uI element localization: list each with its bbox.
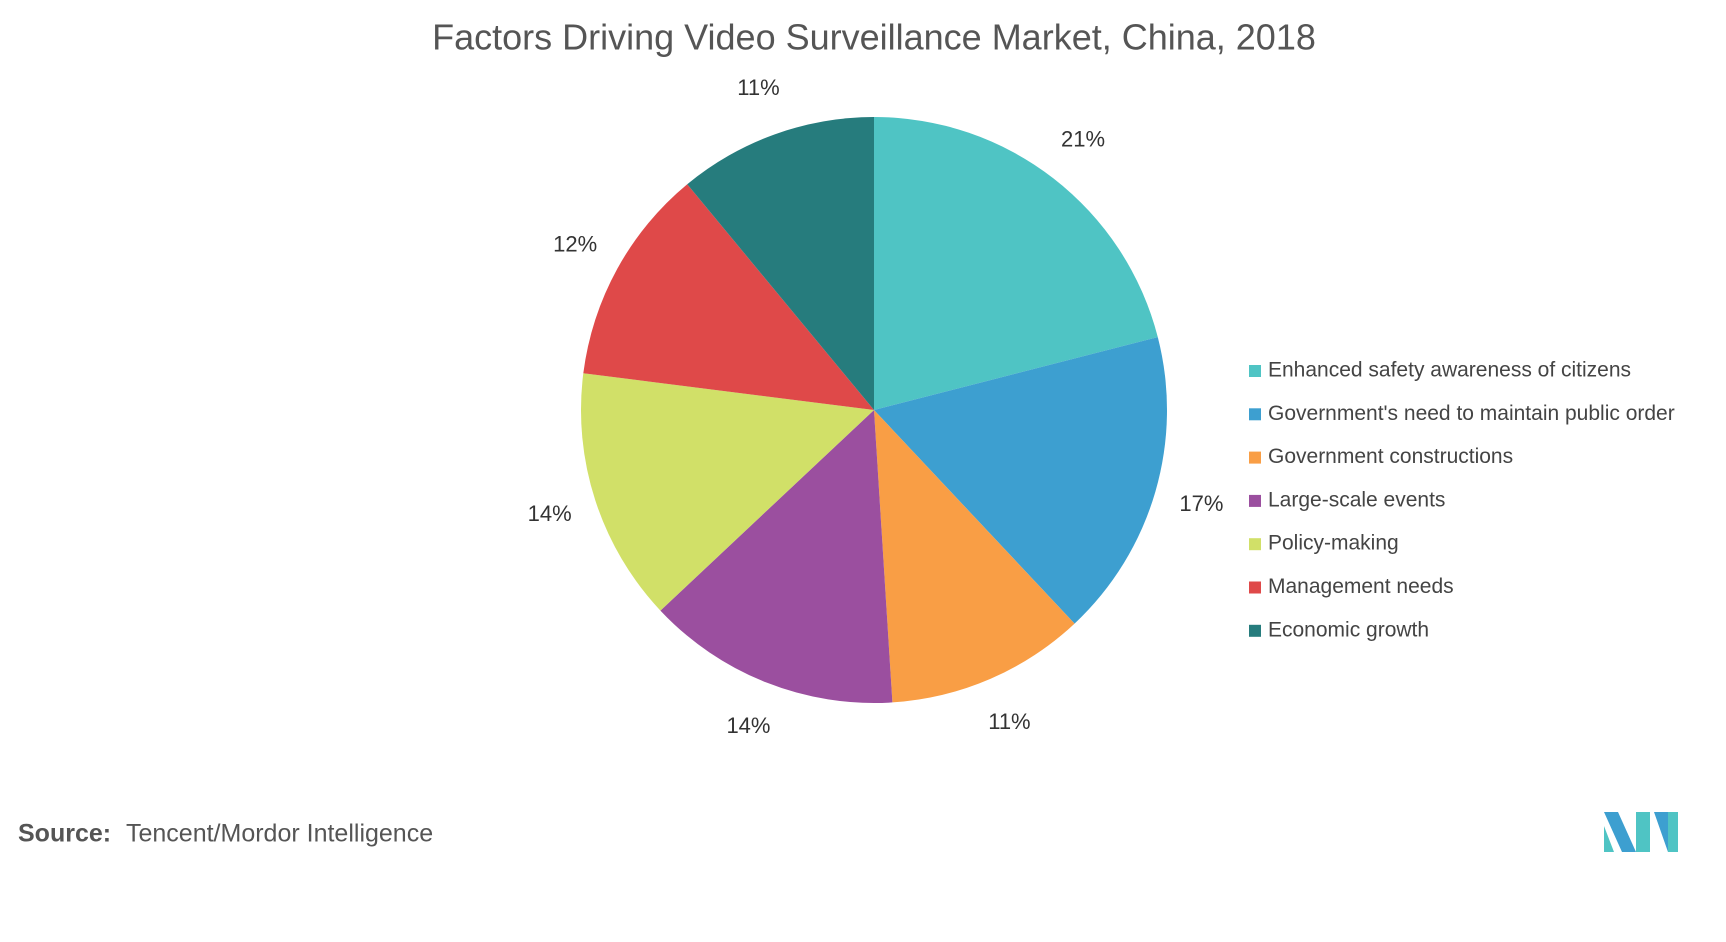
pie-slice: [874, 410, 1075, 703]
pie-slice: [874, 337, 1168, 624]
legend-swatch: [1249, 581, 1261, 594]
value-label: 17%: [1179, 491, 1223, 516]
legend-label: Enhanced safety awareness of citizens: [1268, 359, 1631, 382]
legend-swatch: [1249, 538, 1261, 551]
legend-swatch: [1249, 451, 1261, 464]
legend-label: Economic growth: [1268, 618, 1429, 641]
value-label: 14%: [528, 501, 572, 526]
value-label: 21%: [1061, 126, 1105, 151]
legend-label: Management needs: [1268, 575, 1454, 598]
logo: [1604, 812, 1678, 852]
value-label: 11%: [988, 709, 1030, 734]
legend-label: Large-scale events: [1268, 488, 1445, 511]
legend-label: Policy-making: [1268, 532, 1399, 555]
value-label: 14%: [726, 713, 770, 738]
pie-slice: [583, 184, 874, 410]
pie-slice: [660, 410, 893, 703]
pie-slice: [874, 117, 1158, 410]
legend-swatch: [1249, 624, 1261, 637]
source-label: Source:: [18, 820, 111, 848]
pie-slice: [687, 117, 874, 410]
pie-slice: [581, 373, 874, 611]
source: Tencent/Mordor Intelligence: [126, 820, 433, 848]
value-label: 11%: [737, 75, 779, 100]
legend-label: Government's need to maintain public ord…: [1268, 402, 1675, 425]
legend-swatch: [1249, 365, 1261, 377]
chart-title: Factors Driving Video Surveillance Marke…: [432, 17, 1316, 58]
legend-label: Government constructions: [1268, 445, 1513, 468]
legend-swatch: [1249, 408, 1261, 421]
value-label: 12%: [553, 232, 597, 257]
legend-swatch: [1249, 494, 1261, 507]
